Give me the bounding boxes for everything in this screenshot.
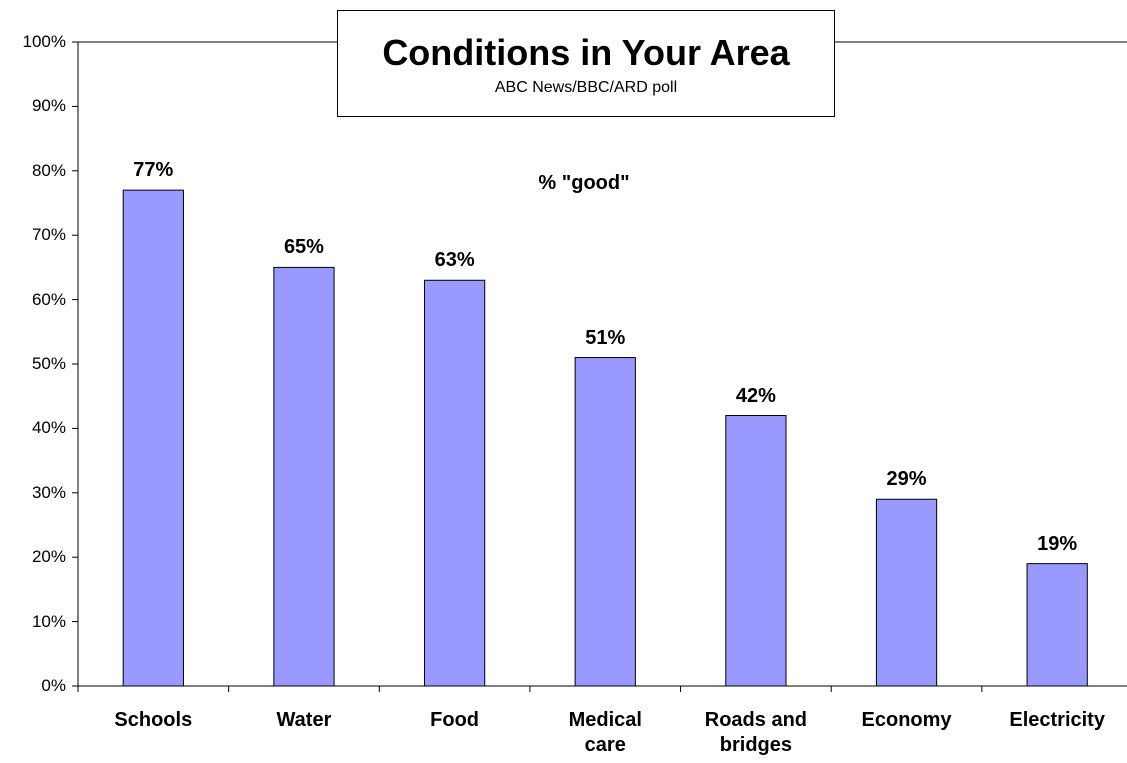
y-tick-label: 70% <box>31 225 66 245</box>
x-tick-label: Electricity <box>1009 709 1105 731</box>
bar <box>423 279 486 687</box>
y-tick-label: 60% <box>31 289 66 309</box>
value-label: 77% <box>133 159 174 182</box>
value-label: 42% <box>735 384 776 407</box>
annotation: % "good" <box>538 172 630 194</box>
x-tick-label: Water <box>276 709 332 731</box>
chart-title: Conditions in Your Area <box>382 32 790 73</box>
value-label: 63% <box>434 249 475 272</box>
y-tick-label: 10% <box>31 611 66 631</box>
y-tick-label: 50% <box>31 354 66 373</box>
value-label: 51% <box>585 326 626 349</box>
y-tick-label: 90% <box>31 96 66 116</box>
y-tick-label: 100% <box>22 32 66 51</box>
bar <box>574 357 636 687</box>
bar <box>273 266 335 687</box>
bar <box>1026 563 1088 687</box>
x-tick-label: Medical care <box>568 709 642 756</box>
value-label: 19% <box>1037 532 1078 555</box>
x-tick-label: Roads and bridges <box>704 709 808 756</box>
x-tick-label: Economy <box>861 709 952 731</box>
x-tick-label: Food <box>430 709 480 731</box>
value-label: 65% <box>283 236 324 259</box>
x-tick-label: Schools <box>114 709 193 731</box>
y-tick-label: 30% <box>31 482 66 502</box>
y-tick-label: 0% <box>41 676 66 695</box>
y-tick-label: 40% <box>31 418 66 438</box>
y-tick-label: 80% <box>31 160 66 180</box>
bar <box>875 498 938 687</box>
bar <box>725 415 787 687</box>
y-tick-label: 20% <box>31 547 66 567</box>
chart-subtitle: ABC News/BBC/ARD poll <box>494 79 678 96</box>
title-box: Conditions in Your Area ABC News/BBC/ARD… <box>337 10 835 117</box>
value-label: 29% <box>886 468 927 491</box>
bar <box>122 189 184 687</box>
